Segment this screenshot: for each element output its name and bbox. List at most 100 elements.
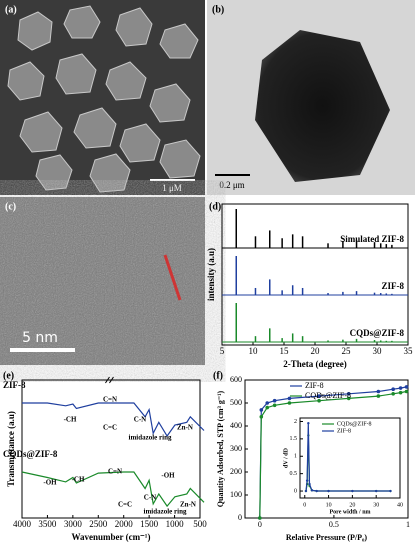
- annotation: -CH: [72, 476, 85, 484]
- marker: [287, 396, 292, 401]
- axis-break: [105, 376, 114, 384]
- annotation: C=N: [103, 396, 117, 404]
- series-line: [305, 435, 391, 492]
- x-tick-label: 3500: [38, 519, 57, 529]
- marker: [346, 392, 351, 396]
- x-tick-label: 20: [349, 502, 355, 508]
- x-tick-label: 40: [397, 502, 403, 508]
- sem-image: 1 μM (a): [0, 0, 205, 195]
- annotation: Zn-N: [177, 424, 193, 432]
- marker: [307, 422, 310, 425]
- marker: [305, 479, 309, 482]
- marker: [351, 489, 354, 493]
- x-tick-label: 25: [342, 346, 352, 356]
- marker: [376, 389, 381, 394]
- x-tick-label: 10: [326, 502, 332, 508]
- series-line: [305, 423, 391, 492]
- y-tick-label: 1: [294, 454, 297, 460]
- y-axis-label: dV / dD: [283, 447, 289, 468]
- marker: [327, 489, 330, 493]
- marker: [404, 389, 409, 394]
- x-tick-label: 0: [258, 520, 262, 529]
- scale-label: 0.2 μm: [219, 180, 244, 190]
- y-axis-label: intensity (a.u): [206, 248, 216, 301]
- panel-label: (a): [5, 4, 17, 15]
- legend-label: CQDs@ZIF-8: [305, 391, 351, 400]
- legend-label: CQDs@ZIF-8: [337, 421, 372, 427]
- series-line: [22, 402, 205, 438]
- x-tick-label: 5: [220, 346, 225, 356]
- panel-label: (b): [212, 4, 224, 15]
- series-line: [259, 390, 407, 519]
- plot-frame: [221, 203, 409, 346]
- marker: [310, 489, 314, 492]
- marker: [391, 392, 395, 396]
- series-label: Simulated ZIF-8: [340, 234, 404, 244]
- x-axis-label: Wavenumber (cm⁻¹): [71, 532, 150, 542]
- y-tick-label: 0: [294, 488, 297, 494]
- marker: [287, 401, 292, 405]
- panel-label: (e): [3, 370, 14, 381]
- annotation: C=N: [108, 468, 122, 476]
- marker: [374, 489, 378, 493]
- y-tick-label: 1.5: [290, 436, 298, 442]
- marker: [317, 394, 321, 398]
- x-tick-label: 30: [373, 502, 379, 508]
- x-tick-label: 4000: [13, 519, 32, 529]
- hrtem-image: 5 nm (c): [0, 197, 205, 365]
- marker: [265, 401, 270, 405]
- panel-label: (c): [5, 201, 16, 212]
- panel-label: (f): [213, 370, 223, 381]
- y-tick-label: 0.5: [290, 471, 298, 477]
- annotation: C-N: [134, 416, 146, 424]
- x-tick-label: 30: [373, 346, 383, 356]
- series-label: ZIF-8: [382, 281, 405, 291]
- annotation: -OH: [43, 479, 57, 487]
- x-axis-label: 2-Theta (degree): [283, 359, 347, 369]
- marker: [398, 386, 403, 390]
- y-tick-label: 2: [294, 419, 297, 425]
- y-axis-label: Quantity Adsorbed, STP (cm³ g⁻¹): [216, 390, 225, 507]
- marker: [404, 385, 409, 389]
- y-tick-label: 400: [230, 421, 242, 430]
- marker: [389, 489, 392, 493]
- marker: [376, 394, 381, 398]
- marker: [259, 415, 264, 419]
- x-tick-label: 500: [193, 519, 207, 529]
- annotation: C=C: [103, 424, 117, 432]
- marker: [317, 398, 321, 403]
- y-tick-label: 200: [230, 467, 242, 476]
- y-axis-label: Transmittance (a.u): [6, 411, 16, 487]
- y-tick-label: 500: [230, 398, 242, 407]
- tem-image: 0.2 μm (b): [207, 0, 415, 195]
- annotation: -CH: [64, 416, 77, 424]
- series-label: ZIF-8: [3, 380, 26, 390]
- y-tick-label: 600: [230, 375, 242, 384]
- x-tick-label: 2000: [115, 519, 134, 529]
- marker: [308, 482, 311, 486]
- x-axis-label: Pore width / nm: [329, 509, 370, 515]
- plot-frame: [299, 417, 401, 499]
- x-tick-label: 0: [303, 502, 306, 508]
- x-tick-label: 10: [249, 346, 259, 356]
- x-tick-label: 2500: [89, 519, 108, 529]
- marker: [272, 403, 277, 408]
- x-tick-label: 1: [406, 520, 410, 529]
- marker: [304, 489, 308, 493]
- annotation: C-N: [144, 494, 156, 502]
- marker: [398, 390, 403, 395]
- scale-label: 1 μM: [162, 183, 182, 193]
- x-tick-label: 3000: [64, 519, 83, 529]
- panel-label: (d): [209, 201, 221, 212]
- x-tick-label: 1500: [140, 519, 159, 529]
- x-tick-label: 1000: [166, 519, 185, 529]
- legend-label: ZIF-8: [305, 381, 324, 390]
- marker: [315, 489, 318, 493]
- x-axis-label: Relative Pressure (P/P₀): [286, 533, 368, 542]
- marker: [259, 408, 264, 412]
- x-tick-label: 0.5: [329, 520, 339, 529]
- y-tick-label: 0: [238, 513, 242, 522]
- series-label: CQDs@ZIF-8: [3, 449, 58, 459]
- series-line: [21, 471, 205, 508]
